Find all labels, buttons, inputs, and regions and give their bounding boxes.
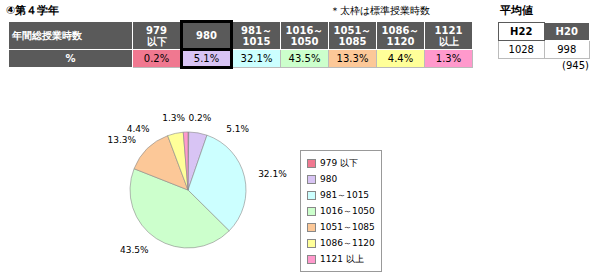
html-text:979 以下: 979 以下: [320, 158, 358, 168]
svg-text:1.3%: 1.3%: [162, 113, 185, 123]
html-text:981～: 981～: [241, 24, 272, 36]
html-text:1051～: 1051～: [333, 24, 372, 36]
html-text:1015: 1015: [242, 35, 271, 47]
html-text:年間総授業時数: 年間総授業時数: [12, 30, 82, 41]
html-text:998: 998: [557, 44, 577, 55]
html-text:平均値: 平均値: [500, 4, 533, 17]
html-text:H20: H20: [555, 26, 578, 37]
html-text:1051～1085: 1051～1085: [320, 222, 375, 232]
html-text:＊太枠は標準授業時数: ＊太枠は標準授業時数: [330, 5, 430, 16]
html-text:1120: 1120: [386, 35, 415, 47]
html-text:980: 980: [196, 30, 217, 41]
html-text:980: 980: [320, 174, 338, 184]
html-text:1085: 1085: [338, 35, 367, 47]
svg-text:43.5%: 43.5%: [120, 245, 149, 255]
html-text:1086～1120: 1086～1120: [320, 238, 375, 248]
html-text:1016～: 1016～: [285, 24, 324, 36]
html-text:1050: 1050: [290, 35, 319, 47]
svg-text:13.3%: 13.3%: [108, 135, 137, 145]
html-text:1086～: 1086～: [381, 24, 420, 36]
svg-text:5.1%: 5.1%: [226, 124, 249, 134]
html-text:5.1%: 5.1%: [193, 53, 220, 64]
html-text:以上: 以上: [438, 35, 459, 47]
html-text:979: 979: [146, 24, 167, 36]
svg-text:4.4%: 4.4%: [127, 124, 150, 134]
html-text:1121: 1121: [434, 24, 463, 36]
svg-text:32.1%: 32.1%: [258, 169, 287, 179]
html-text:以下: 以下: [146, 35, 167, 47]
html-text:13.3%: 13.3%: [336, 53, 369, 64]
html-text:(945): (945): [562, 60, 589, 71]
html-text:4.4%: 4.4%: [387, 53, 414, 64]
html-text:H22: H22: [510, 26, 533, 37]
html-text:32.1%: 32.1%: [240, 53, 273, 64]
html-text:43.5%: 43.5%: [288, 53, 321, 64]
svg-text:0.2%: 0.2%: [188, 113, 211, 123]
html-text:1028: 1028: [508, 44, 534, 55]
html-text:1.3%: 1.3%: [435, 53, 462, 64]
html-text:0.2%: 0.2%: [143, 53, 170, 64]
html-text:981～1015: 981～1015: [320, 190, 370, 200]
html-text:④第４学年: ④第４学年: [6, 4, 60, 17]
html-text:1016～1050: 1016～1050: [320, 206, 375, 216]
html-text:1121 以上: 1121 以上: [320, 254, 364, 264]
